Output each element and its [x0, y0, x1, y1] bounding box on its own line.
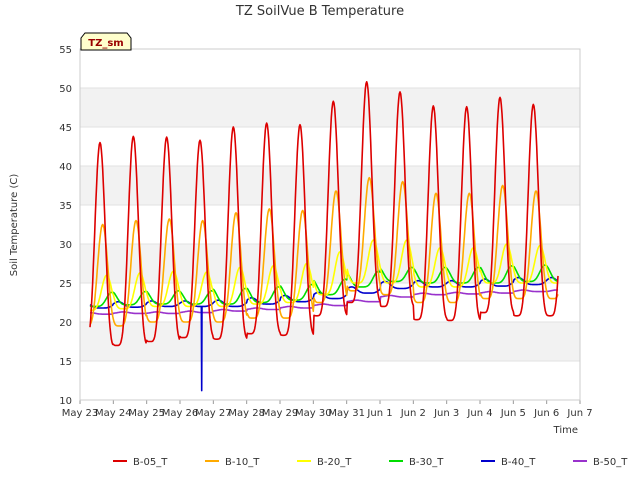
- legend: B-05_T B-10_T B-20_T B-30_T B-40_T B-50_T: [113, 457, 628, 468]
- grid-band: [80, 322, 580, 361]
- x-tick-label: May 29: [262, 408, 299, 419]
- chart-title: TZ SoilVue B Temperature: [235, 4, 404, 19]
- series-line-b-05-t: [89, 81, 559, 347]
- x-tick-label: May 24: [95, 408, 132, 419]
- series-line-b-10-t: [89, 176, 559, 327]
- x-tick-label: Jun 3: [433, 408, 459, 419]
- x-tick-label: Jun 7: [566, 408, 592, 419]
- plot-frame: [79, 48, 581, 401]
- x-tick-label: May 25: [128, 408, 165, 419]
- x-tick-label: May 27: [195, 408, 232, 419]
- y-tick-label: 10: [59, 396, 72, 407]
- site-badge-label: TZ_sm: [88, 38, 123, 49]
- y-tick-label: 40: [59, 162, 72, 173]
- y-tick-label: 45: [59, 123, 72, 134]
- grid-band: [80, 88, 580, 127]
- x-tick-label: May 23: [62, 408, 99, 419]
- x-tick-label: May 26: [162, 408, 199, 419]
- y-tick-label: 55: [59, 45, 72, 56]
- x-tick-label: May 30: [295, 408, 332, 419]
- legend-label: B-40_T: [501, 457, 536, 468]
- y-tick-label: 35: [59, 201, 72, 212]
- y-tick-label: 20: [59, 318, 72, 329]
- x-tick-label: Jun 5: [500, 408, 526, 419]
- x-tick-label: Jun 1: [366, 408, 392, 419]
- x-tick-label: Jun 2: [400, 408, 426, 419]
- x-tick-label: May 31: [328, 408, 365, 419]
- y-axis-label: Soil Temperature (C): [9, 174, 20, 277]
- y-tick-label: 30: [59, 240, 72, 251]
- legend-label: B-20_T: [317, 457, 352, 468]
- y-tick-label: 50: [59, 84, 72, 95]
- site-badge: TZ_sm: [80, 32, 132, 51]
- x-axis-label: Time: [553, 425, 578, 436]
- legend-label: B-10_T: [225, 457, 260, 468]
- x-tick-label: May 28: [228, 408, 265, 419]
- legend-label: B-50_T: [593, 457, 628, 468]
- x-tick-label: Jun 4: [466, 408, 492, 419]
- y-tick-label: 15: [59, 357, 72, 368]
- series-lines: [89, 81, 559, 392]
- y-tick-label: 25: [59, 279, 72, 290]
- x-tick-label: Jun 6: [533, 408, 559, 419]
- legend-label: B-30_T: [409, 457, 444, 468]
- legend-label: B-05_T: [133, 457, 168, 468]
